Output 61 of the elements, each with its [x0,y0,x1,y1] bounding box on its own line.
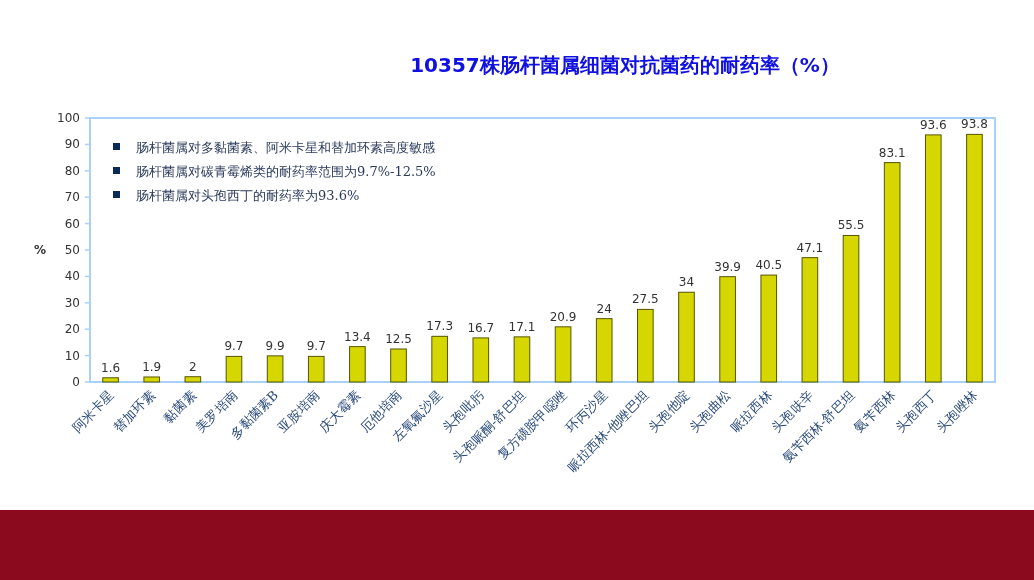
data-label: 17.3 [426,319,454,334]
y-tick-label: 0 [72,375,80,389]
y-tick-label: 90 [64,137,80,152]
data-label: 24 [596,301,612,316]
data-label: 2 [189,359,197,374]
bar [349,346,366,383]
bar [102,377,119,383]
data-label: 1.6 [101,360,121,375]
bar [554,326,572,383]
data-label: 17.1 [508,319,536,334]
annotation: 肠杆菌属对头孢西丁的耐药率为93.6% [136,188,360,203]
data-label: 12.5 [385,332,412,346]
bar [719,276,736,383]
bar [513,336,531,383]
bar [143,376,161,383]
bar [966,133,983,383]
bar [760,274,778,383]
y-tick-label: 40 [64,269,80,284]
y-tick-label: 10 [64,348,80,363]
x-tick-label: 头孢唑林 [933,387,981,435]
data-label: 20.9 [549,309,577,324]
data-label: 9.7 [224,339,244,354]
bar [307,355,325,383]
annotation: 肠杆菌属对多黏菌素、阿米卡星和替加环素高度敏感 [136,140,435,155]
data-label: 83.1 [878,145,906,160]
data-label: 39.9 [714,259,741,274]
y-axis-title: % [33,243,47,257]
data-label: 1.9 [142,359,162,374]
y-tick-label: 30 [64,295,80,310]
y-tick-label: 100 [57,111,80,125]
y-tick-label: 20 [64,322,80,337]
data-label: 93.6 [919,117,947,132]
bar [431,335,448,383]
data-label: 34 [678,275,695,290]
y-tick-label: 60 [64,216,80,231]
bar [184,376,202,383]
data-label: 47.1 [796,240,824,255]
bar [801,257,819,383]
bar [225,355,243,383]
annotation: 肠杆菌属对碳青霉烯类的耐药率范围为9.7%-12.5% [136,164,436,179]
y-tick-label: 70 [64,190,80,205]
bar [472,337,490,383]
bar [637,308,654,383]
bar [678,291,695,383]
bar [266,355,284,383]
data-label: 93.8 [961,117,988,132]
data-label: 27.5 [631,292,659,307]
data-label: 40.5 [755,258,783,273]
y-tick-label: 50 [64,243,80,257]
data-label: 16.7 [467,320,495,335]
data-label: 55.5 [837,218,865,233]
bar [883,162,901,383]
data-label: 13.4 [344,329,371,344]
bar [842,234,860,383]
bar [390,348,407,383]
data-label: 9.9 [265,338,285,353]
data-label: 9.7 [306,339,326,354]
chart-title: 10357株肠杆菌属细菌对抗菌药的耐药率（%） [410,53,840,77]
bar [924,134,942,383]
bar [595,318,613,383]
y-tick-label: 80 [64,163,80,178]
